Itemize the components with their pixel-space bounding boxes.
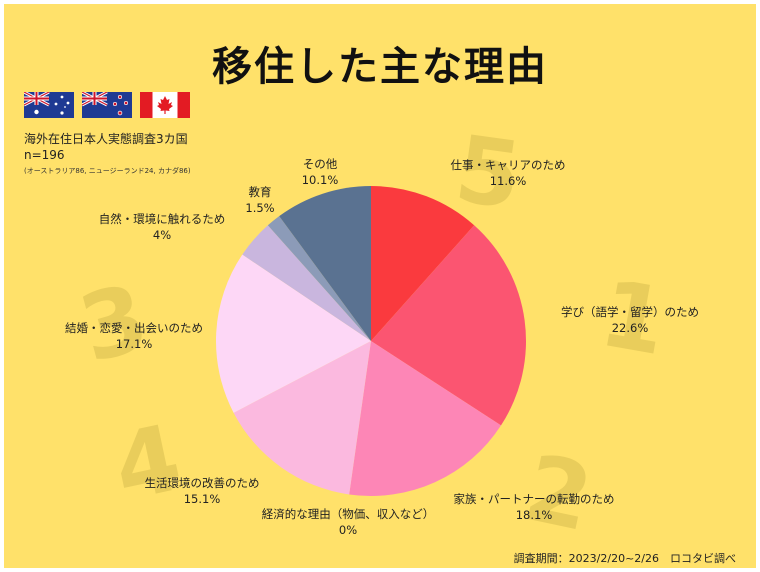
canada-flag-icon [140, 92, 190, 118]
infographic-card: 移住した主な理由 [4, 4, 756, 568]
australia-flag-icon [24, 92, 74, 118]
slice-label-text: 結婚・恋愛・出会いのため [65, 321, 203, 335]
slice-value-label: 22.6% [611, 321, 649, 335]
slice-value-label: 17.1% [115, 337, 153, 351]
slice-label-text: 家族・パートナーの転勤のため [453, 492, 615, 506]
slice-label-text: 自然・環境に触れるため [98, 212, 226, 226]
survey-name: 海外在住日本人実態調査3カ国 [24, 132, 188, 146]
slice-label-7: 教育 1.5% [245, 184, 274, 216]
slice-value-label: 0% [338, 523, 358, 537]
pie-slice-4 [233, 341, 371, 495]
slice-label-text: その他 [302, 157, 338, 171]
new-zealand-flag-icon [82, 92, 132, 118]
slice-label-2: 家族・パートナーの転勤のため 18.1% [454, 491, 615, 523]
slice-label-4: 生活環境の改善のため 15.1% [145, 475, 260, 507]
slice-label-text: 教育 [248, 185, 272, 199]
slice-value-label: 15.1% [183, 492, 221, 506]
slice-value-label: 1.5% [245, 201, 275, 215]
slice-label-6: 自然・環境に触れるため 4% [99, 211, 226, 243]
pie-slice-0 [371, 186, 475, 341]
sample-breakdown: (オーストラリア86, ニュージーランド24, カナダ86) [24, 167, 191, 175]
slice-label-0: 仕事・キャリアのため 11.6% [451, 157, 566, 189]
pie-slice-5 [215, 254, 371, 413]
slice-value-label: 10.1% [301, 173, 339, 187]
slice-label-1: 学び（語学・留学）のため 22.6% [561, 304, 699, 336]
rank-marker-5: 5 [449, 115, 527, 230]
slice-label-text: 仕事・キャリアのため [450, 158, 566, 172]
slice-value-label: 4% [152, 228, 172, 242]
pie-slice-1 [371, 225, 527, 426]
pie-slice-2 [349, 341, 501, 497]
slice-label-5: 結婚・恋愛・出会いのため 17.1% [65, 320, 203, 352]
slice-value-label: 11.6% [489, 174, 527, 188]
slice-label-3: 経済的な理由（物価、収入など） 0% [262, 506, 435, 538]
slice-value-label: 18.1% [515, 508, 553, 522]
survey-period-footer: 調査期間：2023/2/20~2/26 ロコタビ調べ [513, 552, 736, 565]
sample-size: n=196 [24, 148, 65, 162]
page-title: 移住した主な理由 [212, 44, 548, 90]
pie-slice-7 [267, 216, 371, 341]
slice-label-text: 学び（語学・留学）のため [561, 305, 699, 319]
pie-slice-6 [242, 225, 371, 341]
slice-label-text: 経済的な理由（物価、収入など） [261, 507, 435, 521]
slice-label-8: その他 10.1% [302, 156, 339, 188]
slice-label-text: 生活環境の改善のため [144, 476, 260, 490]
pie-slice-8 [279, 186, 371, 341]
